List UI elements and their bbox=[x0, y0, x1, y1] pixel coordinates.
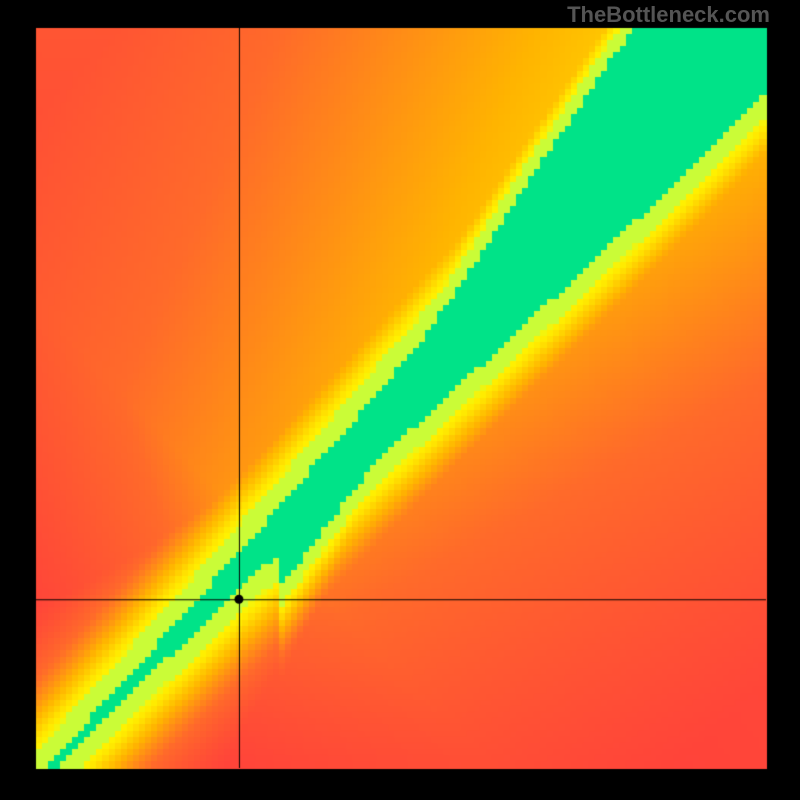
heatmap-canvas bbox=[0, 0, 800, 800]
chart-container: TheBottleneck.com bbox=[0, 0, 800, 800]
watermark-text: TheBottleneck.com bbox=[567, 2, 770, 28]
